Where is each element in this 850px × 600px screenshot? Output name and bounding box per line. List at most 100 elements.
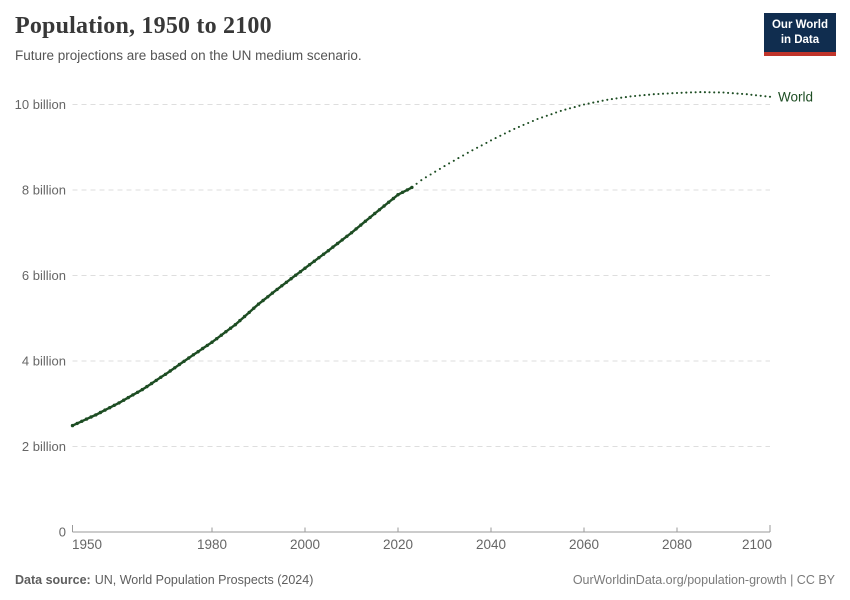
projection-dot	[531, 119, 534, 123]
projection-dot	[606, 98, 609, 101]
history-marker	[387, 200, 391, 204]
history-marker	[326, 249, 330, 253]
history-marker	[205, 343, 209, 348]
projection-dot	[541, 116, 544, 119]
y-tick-label: 10 billion	[15, 97, 66, 112]
projection-dot	[629, 95, 632, 98]
history-marker	[321, 252, 326, 256]
projection-dot	[420, 179, 423, 182]
history-marker	[75, 421, 79, 426]
history-marker	[201, 346, 205, 351]
projection-dot	[592, 101, 595, 104]
history-marker	[159, 375, 163, 379]
projection-dot	[722, 91, 725, 94]
history-marker	[135, 390, 140, 394]
history-marker	[396, 193, 400, 197]
history-marker	[242, 314, 247, 319]
history-marker	[70, 423, 75, 428]
history-marker	[294, 273, 298, 277]
projection-dot	[657, 92, 660, 96]
history-marker	[298, 270, 303, 274]
history-marker	[261, 298, 265, 303]
history-marker	[266, 295, 270, 299]
projection-dot	[671, 92, 674, 95]
history-marker	[270, 291, 275, 295]
history-marker	[210, 340, 214, 344]
world-series-label[interactable]: World	[778, 89, 813, 104]
history-marker	[196, 350, 200, 354]
projection-dot	[741, 92, 744, 95]
history-marker	[373, 211, 377, 216]
projection-dot	[638, 94, 641, 97]
projection-dot	[545, 114, 548, 117]
projection-dot	[768, 95, 772, 98]
projection-dot	[764, 95, 767, 98]
history-marker	[280, 284, 284, 288]
projection-dot	[494, 137, 497, 140]
x-tick-label: 2080	[662, 537, 692, 552]
history-marker	[335, 241, 340, 246]
y-tick-label: 6 billion	[22, 268, 66, 283]
projection-dot	[480, 144, 483, 147]
world-history-line	[71, 186, 414, 427]
x-tick-label: 2060	[569, 537, 599, 552]
projection-dot	[648, 93, 651, 96]
projection-dot	[652, 93, 655, 96]
history-marker	[377, 208, 382, 212]
history-marker	[89, 415, 93, 419]
projection-dot	[745, 93, 748, 96]
history-marker	[275, 287, 279, 292]
history-marker	[163, 372, 168, 376]
owid-logo: Our World in Data	[763, 13, 836, 56]
projection-dot	[727, 91, 730, 94]
page-title: Population, 1950 to 2100	[15, 13, 272, 39]
history-marker	[168, 369, 172, 373]
projection-dot	[471, 149, 474, 152]
projection-dot	[559, 109, 562, 112]
history-marker	[317, 256, 321, 260]
y-tick-label: 0	[59, 525, 66, 540]
projection-dot	[517, 125, 520, 128]
history-marker	[354, 227, 358, 231]
history-marker	[122, 398, 126, 402]
projection-dot	[596, 100, 600, 103]
history-marker	[252, 306, 256, 310]
history-marker	[359, 223, 363, 227]
history-marker	[340, 238, 344, 242]
projection-dot	[568, 107, 572, 110]
history-marker	[391, 196, 396, 201]
history-marker	[307, 263, 312, 267]
history-marker	[400, 190, 405, 194]
chart-subtitle: Future projections are based on the UN m…	[15, 48, 362, 63]
projection-dot	[550, 113, 553, 116]
x-tick-label: 1980	[197, 537, 227, 552]
data-source: Data source: UN, World Population Prospec…	[15, 573, 313, 587]
history-marker	[177, 362, 182, 367]
history-marker	[224, 330, 228, 334]
history-marker	[173, 366, 177, 370]
projection-dot	[624, 96, 627, 99]
projection-dot	[620, 96, 623, 99]
projection-dot	[522, 123, 525, 126]
history-marker	[140, 387, 144, 392]
projection-dot	[615, 97, 618, 100]
footer-link[interactable]: OurWorldinData.org/population-growth | C…	[572, 573, 835, 587]
history-marker	[256, 302, 261, 306]
projection-dot	[527, 121, 530, 125]
projection-dot	[415, 182, 418, 185]
projection-dot	[489, 139, 493, 142]
chart-footer: Data source: UN, World Population Prospec…	[15, 573, 835, 587]
projection-dot	[582, 103, 586, 106]
projection-dot	[564, 108, 567, 111]
history-marker	[215, 337, 219, 341]
x-tick-label: 1950	[72, 537, 102, 552]
projection-dot	[713, 91, 716, 94]
title-block: Population, 1950 to 2100 Future projecti…	[15, 13, 362, 63]
projection-dot	[457, 157, 460, 160]
projection-dot	[717, 91, 720, 94]
history-marker	[149, 381, 154, 386]
projection-dot	[499, 134, 502, 137]
history-marker	[131, 393, 135, 397]
